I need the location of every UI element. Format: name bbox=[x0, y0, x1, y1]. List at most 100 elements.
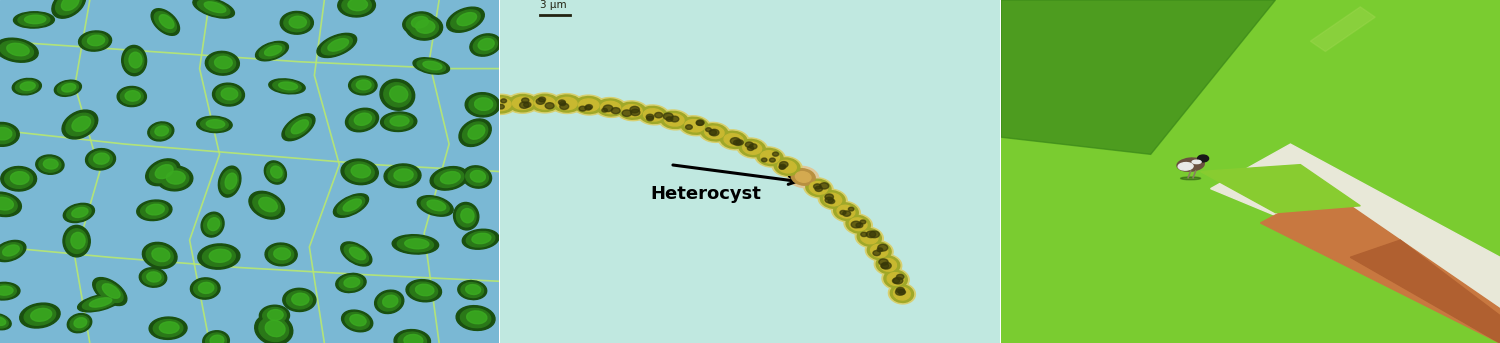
Ellipse shape bbox=[458, 281, 486, 300]
Ellipse shape bbox=[56, 0, 82, 15]
Circle shape bbox=[478, 106, 486, 111]
Ellipse shape bbox=[62, 110, 98, 139]
Circle shape bbox=[351, 136, 360, 142]
Ellipse shape bbox=[0, 38, 38, 62]
Ellipse shape bbox=[3, 245, 20, 256]
Ellipse shape bbox=[806, 179, 831, 197]
Ellipse shape bbox=[270, 163, 298, 182]
Circle shape bbox=[825, 194, 834, 200]
Ellipse shape bbox=[284, 288, 316, 311]
Ellipse shape bbox=[884, 270, 908, 288]
Circle shape bbox=[476, 102, 482, 106]
Ellipse shape bbox=[320, 134, 352, 155]
Circle shape bbox=[579, 106, 586, 111]
Circle shape bbox=[251, 195, 261, 202]
Circle shape bbox=[433, 112, 442, 118]
Polygon shape bbox=[1200, 165, 1360, 213]
Circle shape bbox=[585, 106, 591, 110]
Ellipse shape bbox=[66, 229, 87, 253]
Ellipse shape bbox=[260, 44, 285, 59]
Ellipse shape bbox=[528, 93, 561, 113]
Ellipse shape bbox=[87, 35, 105, 46]
Ellipse shape bbox=[268, 246, 294, 263]
Ellipse shape bbox=[237, 184, 270, 206]
Ellipse shape bbox=[4, 169, 33, 188]
Ellipse shape bbox=[686, 120, 705, 132]
Circle shape bbox=[772, 152, 778, 156]
Ellipse shape bbox=[255, 314, 292, 343]
Ellipse shape bbox=[846, 215, 870, 233]
Ellipse shape bbox=[700, 124, 727, 141]
Ellipse shape bbox=[452, 10, 480, 29]
Ellipse shape bbox=[154, 165, 172, 179]
Circle shape bbox=[878, 244, 888, 251]
Circle shape bbox=[780, 162, 788, 167]
Ellipse shape bbox=[74, 318, 87, 328]
Ellipse shape bbox=[468, 125, 484, 139]
Ellipse shape bbox=[474, 98, 492, 110]
Ellipse shape bbox=[142, 270, 164, 285]
Circle shape bbox=[260, 180, 267, 186]
Ellipse shape bbox=[154, 126, 168, 136]
Ellipse shape bbox=[102, 284, 120, 298]
Ellipse shape bbox=[462, 122, 488, 143]
Ellipse shape bbox=[720, 131, 747, 149]
Ellipse shape bbox=[254, 194, 280, 216]
Ellipse shape bbox=[405, 15, 442, 40]
Ellipse shape bbox=[460, 283, 483, 297]
Ellipse shape bbox=[201, 118, 228, 131]
Ellipse shape bbox=[579, 99, 598, 111]
Circle shape bbox=[882, 262, 891, 269]
Circle shape bbox=[303, 158, 309, 162]
Ellipse shape bbox=[255, 42, 288, 61]
Ellipse shape bbox=[660, 111, 688, 128]
Ellipse shape bbox=[405, 111, 424, 124]
Ellipse shape bbox=[136, 200, 172, 221]
Ellipse shape bbox=[120, 89, 142, 104]
Ellipse shape bbox=[573, 95, 604, 115]
Ellipse shape bbox=[93, 153, 110, 164]
Ellipse shape bbox=[204, 215, 222, 234]
Ellipse shape bbox=[12, 79, 42, 95]
Ellipse shape bbox=[207, 120, 225, 128]
Ellipse shape bbox=[340, 242, 372, 266]
Ellipse shape bbox=[66, 205, 92, 221]
Ellipse shape bbox=[0, 128, 12, 140]
Ellipse shape bbox=[600, 101, 621, 114]
Ellipse shape bbox=[39, 157, 62, 172]
Ellipse shape bbox=[24, 306, 56, 325]
Ellipse shape bbox=[466, 311, 488, 324]
Circle shape bbox=[249, 196, 255, 201]
Ellipse shape bbox=[867, 242, 891, 260]
Circle shape bbox=[261, 184, 272, 190]
Ellipse shape bbox=[159, 322, 178, 333]
Ellipse shape bbox=[220, 88, 238, 100]
Ellipse shape bbox=[345, 312, 369, 329]
Ellipse shape bbox=[405, 239, 429, 249]
Circle shape bbox=[498, 104, 504, 109]
Ellipse shape bbox=[260, 305, 290, 326]
Circle shape bbox=[294, 158, 302, 163]
Circle shape bbox=[898, 289, 906, 295]
Ellipse shape bbox=[870, 245, 888, 257]
Ellipse shape bbox=[465, 93, 500, 117]
Ellipse shape bbox=[441, 99, 474, 120]
Ellipse shape bbox=[427, 200, 445, 211]
Ellipse shape bbox=[381, 112, 417, 131]
Ellipse shape bbox=[62, 0, 80, 11]
Ellipse shape bbox=[849, 218, 867, 230]
Circle shape bbox=[560, 103, 568, 109]
Ellipse shape bbox=[141, 202, 168, 218]
Ellipse shape bbox=[86, 149, 116, 170]
Ellipse shape bbox=[478, 38, 494, 50]
Polygon shape bbox=[1311, 7, 1376, 51]
Ellipse shape bbox=[194, 0, 234, 18]
Ellipse shape bbox=[267, 310, 284, 320]
Ellipse shape bbox=[150, 124, 171, 139]
Ellipse shape bbox=[266, 243, 297, 266]
Ellipse shape bbox=[213, 83, 244, 106]
Circle shape bbox=[426, 109, 433, 115]
Ellipse shape bbox=[465, 285, 480, 295]
Ellipse shape bbox=[78, 31, 111, 51]
Circle shape bbox=[696, 121, 703, 126]
